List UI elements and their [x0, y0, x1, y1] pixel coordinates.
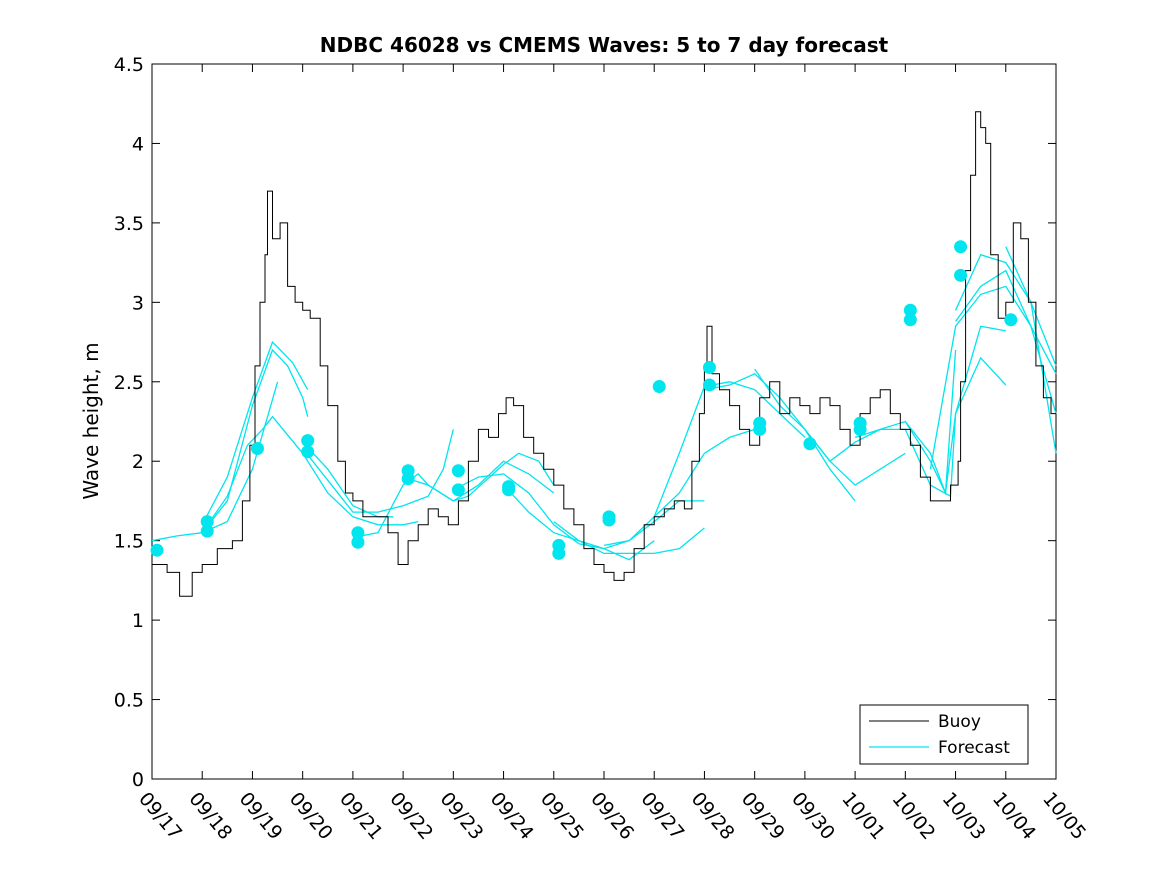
forecast-marker: [351, 526, 365, 540]
y-axis-label: Wave height, m: [79, 342, 103, 499]
forecast-marker: [200, 515, 214, 529]
forecast-marker: [702, 378, 716, 392]
y-tick-label: 4.5: [114, 54, 144, 76]
forecast-series: [151, 246, 1057, 561]
forecast-marker: [652, 380, 666, 394]
forecast-marker: [200, 524, 214, 538]
forecast-line: [553, 521, 705, 555]
forecast-marker: [954, 268, 968, 282]
forecast-line: [955, 253, 1057, 367]
forecast-marker: [552, 546, 566, 560]
forecast-markers: [150, 240, 1018, 560]
forecast-marker: [903, 313, 917, 327]
forecast-marker: [301, 434, 315, 448]
forecast-marker: [250, 442, 264, 456]
y-tick-label: 1: [132, 610, 144, 632]
chart-title: NDBC 46028 vs CMEMS Waves: 5 to 7 day fo…: [320, 33, 889, 57]
forecast-line: [854, 356, 1007, 498]
plot-area: [151, 63, 1057, 780]
forecast-marker: [753, 422, 767, 436]
forecast-marker: [602, 513, 616, 527]
y-tick-label: 4: [132, 133, 144, 155]
forecast-marker: [954, 240, 968, 254]
y-tick-label: 3: [132, 292, 144, 314]
y-tick-label: 2: [132, 451, 144, 473]
forecast-marker: [903, 303, 917, 317]
forecast-marker: [502, 483, 516, 497]
y-tick-label: 0.5: [114, 690, 144, 712]
legend: Buoy Forecast: [859, 704, 1029, 765]
y-tick-label: 3.5: [114, 213, 144, 235]
forecast-marker: [853, 422, 867, 436]
buoy-line: [152, 111, 1056, 597]
buoy-series: [152, 111, 1056, 597]
forecast-marker: [451, 483, 465, 497]
forecast-line: [201, 340, 309, 526]
forecast-marker: [401, 464, 415, 478]
forecast-marker: [301, 445, 315, 459]
legend-forecast-label: Forecast: [938, 738, 1010, 758]
legend-buoy-label: Buoy: [938, 712, 981, 732]
forecast-line: [904, 325, 1006, 494]
forecast-marker: [451, 464, 465, 478]
forecast-marker: [803, 437, 817, 451]
forecast-line: [453, 473, 655, 561]
forecast-marker: [351, 535, 365, 549]
y-tick-label: 2.5: [114, 372, 144, 394]
forecast-line: [929, 285, 1057, 470]
y-tick-label: 0: [132, 769, 144, 791]
forecast-line: [402, 452, 555, 502]
legend-box: [859, 704, 1029, 765]
y-tick-label: 1.5: [114, 531, 144, 553]
forecast-marker: [702, 360, 716, 374]
forecast-line: [201, 348, 309, 534]
y-axis-ticks: 0 0.5 1 1.5 2 2.5 3 3.5 4 4.5: [114, 54, 1056, 791]
forecast-marker: [150, 543, 164, 557]
forecast-line: [603, 428, 755, 547]
forecast-line: [503, 484, 705, 550]
forecast-marker: [1004, 313, 1018, 327]
